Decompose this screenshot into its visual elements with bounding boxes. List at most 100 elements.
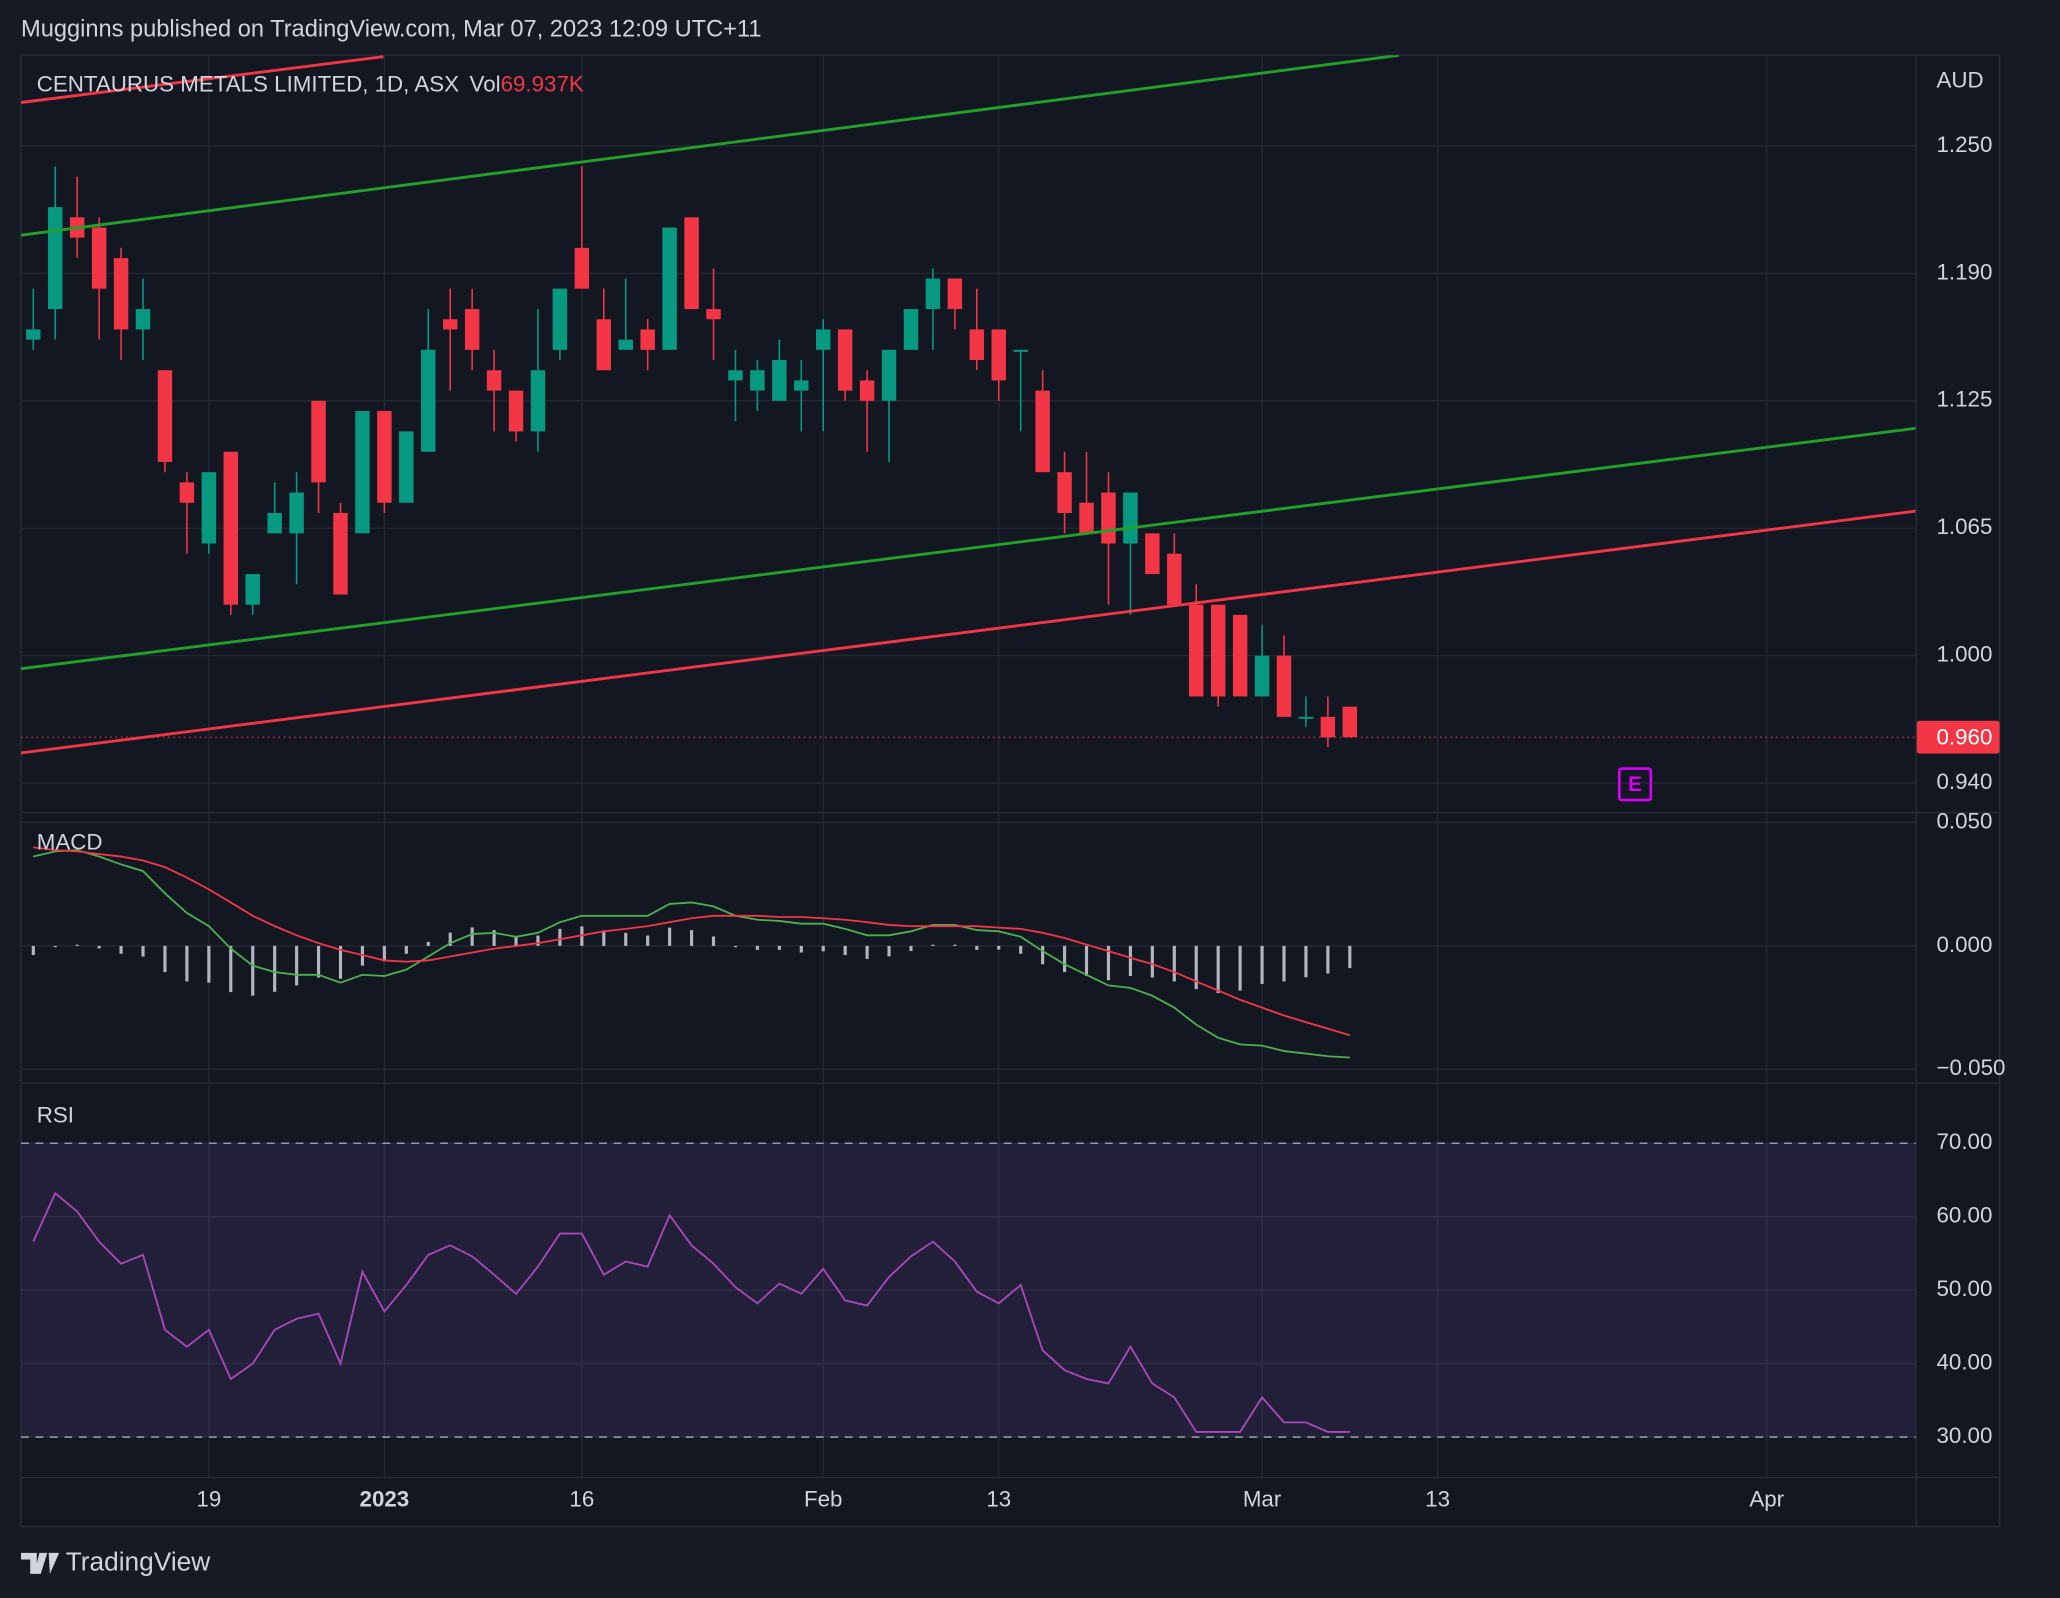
candle-body — [1254, 655, 1270, 697]
histogram-bar — [536, 935, 540, 946]
candle-body — [640, 329, 655, 350]
histogram-bar — [602, 930, 606, 946]
histogram-bar — [31, 945, 35, 956]
logo-mark — [21, 1552, 60, 1574]
candle-body — [113, 258, 129, 330]
trend-line — [21, 426, 1916, 671]
candle-body — [464, 309, 480, 350]
marks — [21, 55, 1916, 1438]
histogram-bar — [470, 927, 474, 946]
candle-body — [596, 319, 612, 371]
trend-line — [21, 509, 1916, 755]
candle-body — [1123, 492, 1138, 544]
histogram-bar — [1150, 945, 1154, 978]
candle-body — [859, 380, 875, 401]
histogram-bar — [1063, 945, 1067, 973]
logo: TradingView — [21, 1546, 211, 1576]
candle-body — [91, 227, 107, 289]
candle-body — [1189, 604, 1204, 697]
candle-body — [1276, 655, 1292, 717]
trend-lines — [21, 55, 1916, 755]
candle-body — [1013, 349, 1028, 352]
x-tick-label: 13 — [986, 1486, 1011, 1511]
candle-body — [552, 288, 568, 350]
candle-body — [530, 370, 546, 432]
candle-body — [618, 339, 633, 350]
histogram-bar — [711, 936, 716, 946]
candle-body — [815, 329, 831, 350]
y-tick-label: 1.000 — [1937, 642, 1993, 667]
candle-body — [1232, 614, 1248, 697]
histogram-bar — [865, 945, 869, 959]
footer-brand: TradingView — [66, 1546, 212, 1576]
candle-body — [135, 309, 151, 330]
histogram-bar — [185, 945, 189, 982]
pane-title: MACD — [37, 829, 103, 854]
y-tick-label: 30.00 — [1937, 1423, 1993, 1448]
candle-body — [947, 278, 963, 310]
candle-body — [969, 329, 985, 361]
histogram-bar — [338, 945, 343, 979]
candle-body — [1101, 492, 1116, 544]
histogram-bar — [1238, 945, 1242, 991]
last-price-box — [1916, 720, 2000, 754]
histogram-bar — [1106, 945, 1111, 981]
histogram-bar — [1084, 945, 1089, 977]
candle-body — [377, 410, 392, 503]
histogram-bar — [251, 945, 255, 996]
histogram-bar — [119, 945, 123, 954]
x-tick-label: Feb — [804, 1486, 842, 1511]
candle-body — [991, 329, 1006, 381]
histogram-bar — [755, 945, 759, 950]
histogram-bar — [1326, 945, 1330, 974]
candle-body — [1210, 604, 1226, 697]
histogram-bar — [404, 945, 408, 954]
candle-body — [421, 349, 436, 452]
candle-body — [1320, 716, 1336, 738]
candle-body — [442, 319, 458, 330]
histogram-bar — [1260, 945, 1264, 984]
x-tick-label: 13 — [1425, 1486, 1450, 1511]
histogram-bar — [821, 945, 825, 952]
grid — [21, 55, 1916, 1477]
candle-body — [311, 400, 326, 483]
volume-value: 69.937K — [501, 71, 584, 96]
y-tick-label: 0.050 — [1937, 808, 1993, 833]
histogram-bar — [514, 936, 518, 946]
candle-body — [1145, 533, 1160, 575]
histogram-bar — [689, 930, 694, 946]
histogram-bar — [1282, 945, 1286, 982]
histogram-bar — [909, 945, 913, 952]
x-tick-label: 19 — [196, 1486, 221, 1511]
pane-title: RSI — [37, 1103, 74, 1128]
y-tick-label: 1.190 — [1937, 259, 1993, 284]
labels: 19 2023 16 Feb 13 Mar 13 Apr 0.940 1.000 1.065 1.12… — [196, 132, 2005, 1511]
histogram-bar — [733, 945, 738, 948]
candle-body — [1079, 502, 1094, 534]
x-tick-label: 16 — [569, 1486, 594, 1511]
event-marker — [1617, 767, 1653, 802]
header: Mugginns published on TradingView.com, M… — [21, 16, 761, 42]
x-tick-label: Apr — [1749, 1486, 1784, 1511]
histogram-bar — [229, 945, 233, 993]
histogram-bar — [777, 945, 781, 950]
candle-body — [1035, 390, 1050, 473]
y-tick-label: 70.00 — [1937, 1129, 1993, 1154]
y-tick-label: 1.250 — [1937, 132, 1993, 157]
candle-body — [706, 309, 721, 320]
rsi-band — [21, 1143, 1916, 1438]
histogram-bar — [1041, 945, 1045, 965]
candle-body — [881, 349, 897, 401]
legend: CENTAURUS METALS LIMITED, 1D, ASX Vol69.9… — [37, 71, 584, 96]
histogram-bar — [1128, 945, 1132, 977]
y-tick-label: 50.00 — [1937, 1276, 1993, 1301]
y-tick-label: −0.050 — [1937, 1055, 2006, 1080]
histogram-bar — [887, 945, 891, 957]
histogram-bar — [931, 944, 935, 946]
histogram-bar — [273, 945, 277, 992]
y-tick-label: 0.000 — [1937, 932, 1993, 957]
candle-body — [750, 370, 765, 391]
histogram-bar — [163, 945, 167, 973]
x-tick-label: Mar — [1243, 1486, 1282, 1511]
